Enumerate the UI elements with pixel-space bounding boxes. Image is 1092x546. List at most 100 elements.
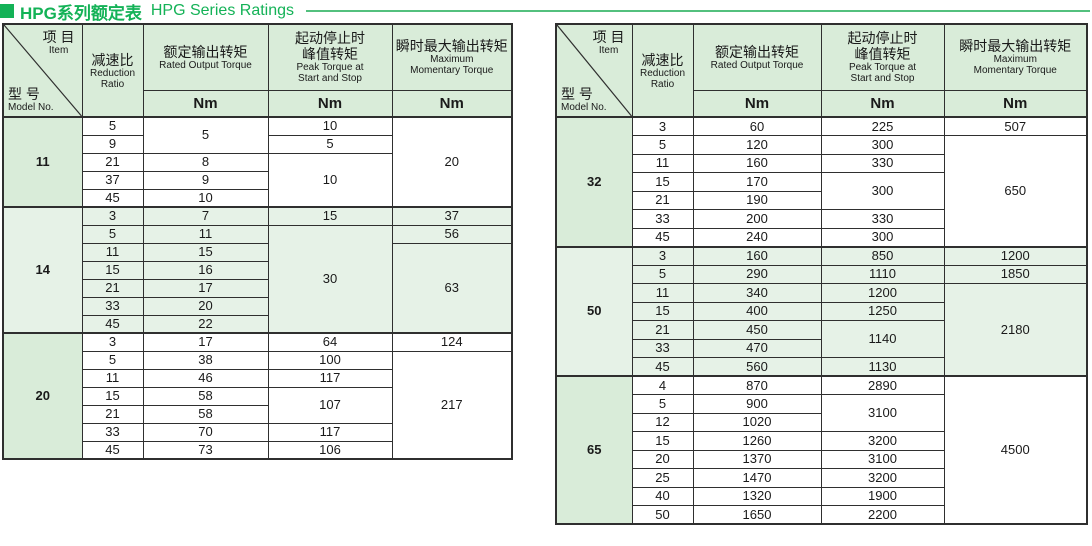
- title-english: HPG Series Ratings: [150, 2, 295, 19]
- rated-torque-cell: 560: [692, 357, 822, 377]
- table-row: 33 70 117: [3, 422, 512, 442]
- item-label-en: Item: [48, 45, 69, 56]
- peak-torque-cell: 30: [267, 224, 393, 334]
- unit-nm: Nm: [943, 89, 1088, 118]
- ratio-cell: 15: [631, 431, 694, 451]
- table-row: 5 120 300 650: [556, 135, 1088, 247]
- peak-torque-cell: 330: [820, 209, 945, 229]
- item-label-zh: 项 目: [42, 29, 75, 45]
- rated-torque-cell: 11: [142, 224, 269, 244]
- peak-torque-cell: 3200: [820, 468, 945, 488]
- model-label-zh: 型 号: [8, 86, 40, 102]
- peak-torque-cell: 15: [267, 206, 393, 226]
- rated-torque-cell: 340: [692, 283, 822, 303]
- rated-torque-cell: 1650: [692, 505, 822, 525]
- item-label: 项 目 Item: [593, 29, 625, 56]
- peak-torque-cell: 1130: [820, 357, 945, 377]
- ratio-cell: 3: [631, 116, 694, 136]
- rated-torque-cell: 8: [142, 152, 269, 172]
- item-label-zh: 项 目: [592, 29, 625, 45]
- table-row: 11 160 330: [556, 153, 1087, 173]
- max-torque-cell: 2180: [943, 283, 1088, 377]
- peak-torque-cell: 64: [267, 332, 393, 352]
- model-no-label: 型 号 Model No.: [8, 86, 54, 113]
- table-row: 25 1470 3200: [556, 468, 1087, 488]
- diagonal-line: [4, 25, 82, 116]
- peak-torque-cell: 300: [820, 227, 945, 247]
- rated-output-torque-header: 额定输出转矩 Rated Output Torque: [692, 23, 822, 91]
- table-row: 20 3 17 64 124: [2, 332, 513, 460]
- title-rule-line: [306, 10, 1090, 12]
- table-row: 45 10: [3, 188, 512, 208]
- max-torque-cell: 63: [391, 242, 513, 334]
- table-row: 20 1370 3100: [556, 449, 1087, 469]
- rated-torque-cell: 22: [142, 314, 269, 334]
- ratio-cell: 45: [81, 188, 144, 208]
- peak-torque-cell: 330: [820, 153, 945, 173]
- rated-torque-cell: 190: [692, 190, 822, 210]
- peak-torque-cell: 1200: [820, 283, 945, 303]
- table-row: 15 400 1250: [556, 301, 1087, 321]
- ratio-cell: 33: [81, 296, 144, 316]
- ratio-cell: 15: [81, 386, 144, 406]
- peak-torque-cell: 1140: [820, 320, 945, 358]
- ratio-cell: 15: [81, 260, 144, 280]
- page-title: HPG系列额定表 HPG Series Ratings: [0, 0, 1092, 23]
- model-label-zh: 型 号: [561, 86, 593, 102]
- reduction-ratio-header: 减速比 Reduction Ratio: [631, 23, 694, 118]
- rated-torque-cell: 7: [142, 206, 269, 226]
- rated-torque-cell: 5: [142, 116, 269, 154]
- max-torque-cell: 56: [391, 224, 513, 244]
- ratio-cell: 21: [81, 278, 144, 298]
- rated-torque-cell: 16: [142, 260, 269, 280]
- table-row: 21 17: [3, 278, 512, 298]
- ratio-cell: 5: [81, 224, 144, 244]
- rated-torque-cell: 70: [142, 422, 269, 442]
- model-label-en: Model No.: [8, 102, 54, 113]
- peak-torque-cell: 1900: [820, 486, 945, 506]
- ratio-cell: 15: [631, 172, 694, 192]
- header-row: 项 目 Item 型 号 Model No. 减速比 Reduction: [555, 23, 1088, 118]
- peak-torque-header: 起动停止时 峰值转矩 Peak Torque at Start and Stop: [820, 23, 945, 91]
- max-momentary-torque-header: 瞬时最大输出转矩 Maximum Momentary Torque: [943, 23, 1088, 91]
- rated-torque-cell: 900: [692, 394, 822, 414]
- table-row: 45 73 106: [3, 440, 512, 460]
- rated-torque-cell: 17: [142, 332, 269, 352]
- peak-torque-cell: 5: [267, 134, 393, 154]
- ratio-cell: 3: [81, 206, 144, 226]
- rated-torque-cell: 58: [142, 404, 269, 424]
- ratio-cell: 11: [81, 242, 144, 262]
- rated-torque-cell: 170: [692, 172, 822, 192]
- peak-torque-cell: 107: [267, 386, 393, 424]
- rated-torque-cell: 870: [692, 375, 822, 395]
- table-row: 5 38 100 217: [3, 350, 513, 460]
- peak-torque-cell: 117: [267, 368, 393, 388]
- tables-container: 项 目 Item 型 号 Model No. 减速比 Reduction: [2, 23, 1092, 525]
- ratio-cell: 25: [631, 468, 694, 488]
- rated-torque-cell: 46: [142, 368, 269, 388]
- peak-torque-cell: 100: [267, 350, 393, 370]
- peak-torque-cell: 225: [820, 116, 945, 136]
- rated-torque-cell: 120: [692, 135, 822, 155]
- ratings-table-left: 项 目 Item 型 号 Model No. 减速比 Reduction: [2, 23, 513, 460]
- max-torque-cell: 1850: [943, 264, 1088, 284]
- rated-torque-cell: 400: [692, 301, 822, 321]
- ratio-cell: 3: [81, 332, 144, 352]
- model-label-en: Model No.: [561, 102, 607, 113]
- rated-torque-cell: 290: [692, 264, 822, 284]
- ratio-cell: 5: [81, 116, 144, 136]
- peak-torque-cell: 2200: [820, 505, 945, 525]
- ratio-cell: 11: [81, 368, 144, 388]
- table-row: 45 240 300: [556, 227, 1087, 247]
- peak-torque-cell: 1110: [820, 264, 945, 284]
- max-torque-cell: 4500: [943, 375, 1088, 525]
- item-label: 项 目 Item: [43, 29, 75, 56]
- table-row: 5 900 3100: [556, 394, 1087, 432]
- rated-torque-cell: 73: [142, 440, 269, 460]
- max-torque-cell: 650: [943, 135, 1088, 247]
- table-row: 11 15 63: [3, 242, 513, 334]
- table-row: 11 340 1200 2180: [556, 283, 1088, 377]
- ratio-cell: 5: [631, 264, 694, 284]
- table-row: 45 560 1130: [556, 357, 1087, 377]
